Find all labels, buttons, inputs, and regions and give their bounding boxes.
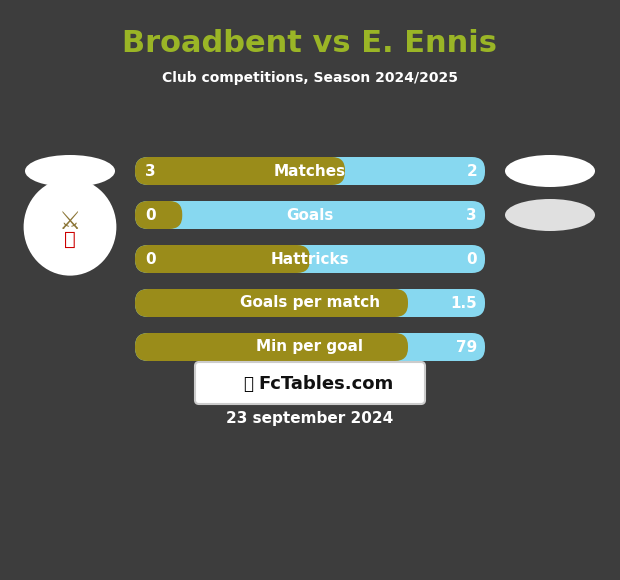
Text: FcTables.com: FcTables.com (259, 375, 394, 393)
Text: 3: 3 (145, 164, 156, 179)
Ellipse shape (505, 155, 595, 187)
Ellipse shape (25, 155, 115, 187)
Text: Goals per match: Goals per match (240, 295, 380, 310)
FancyBboxPatch shape (135, 289, 485, 317)
FancyBboxPatch shape (135, 201, 485, 229)
FancyBboxPatch shape (135, 157, 485, 185)
Ellipse shape (505, 199, 595, 231)
Text: Club competitions, Season 2024/2025: Club competitions, Season 2024/2025 (162, 71, 458, 85)
Text: Hattricks: Hattricks (271, 252, 349, 266)
Text: 🛡: 🛡 (64, 230, 76, 248)
Text: 3: 3 (466, 208, 477, 223)
Text: 2: 2 (466, 164, 477, 179)
Text: Broadbent vs E. Ennis: Broadbent vs E. Ennis (123, 28, 497, 57)
Text: 0: 0 (145, 252, 156, 266)
FancyBboxPatch shape (135, 333, 408, 361)
FancyBboxPatch shape (135, 245, 485, 273)
Text: 0: 0 (466, 252, 477, 266)
Text: Min per goal: Min per goal (257, 339, 363, 354)
FancyBboxPatch shape (135, 201, 182, 229)
Text: 📊: 📊 (243, 375, 253, 393)
Text: ⚔: ⚔ (59, 210, 81, 234)
FancyBboxPatch shape (135, 245, 310, 273)
Text: 0: 0 (145, 208, 156, 223)
Text: 23 september 2024: 23 september 2024 (226, 411, 394, 426)
Text: 79: 79 (456, 339, 477, 354)
FancyBboxPatch shape (135, 289, 408, 317)
Ellipse shape (25, 180, 115, 274)
FancyBboxPatch shape (135, 157, 345, 185)
Text: 1.5: 1.5 (450, 295, 477, 310)
Text: Matches: Matches (274, 164, 346, 179)
FancyBboxPatch shape (195, 362, 425, 404)
FancyBboxPatch shape (135, 333, 485, 361)
Text: Goals: Goals (286, 208, 334, 223)
